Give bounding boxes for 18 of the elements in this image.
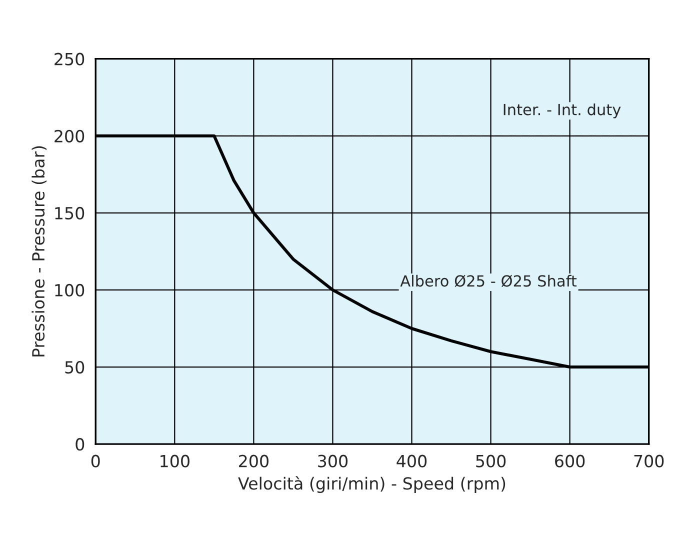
- x-tick-label: 400: [396, 454, 427, 468]
- x-tick-label: 200: [239, 454, 268, 468]
- ref-line-label: Inter. - Int. duty: [504, 103, 621, 118]
- x-tick-label: 500: [476, 454, 506, 468]
- x-axis-title: Velocità (giri/min) - Speed (rpm): [238, 476, 506, 493]
- x-tick-label: 600: [555, 454, 585, 468]
- x-tick-label: 700: [634, 454, 664, 468]
- x-tick-label: 300: [318, 454, 348, 468]
- y-tick-label: 250: [54, 52, 84, 66]
- y-tick-label: 0: [76, 438, 84, 451]
- y-tick-label: 200: [54, 130, 84, 142]
- x-tick-label: 100: [160, 454, 190, 468]
- y-tick-label: 50: [65, 360, 84, 374]
- annotation: Albero Ø25 - Ø25 Shaft: [400, 274, 577, 288]
- y-axis-title: Pressione - Pressure (bar): [32, 146, 47, 356]
- y-tick-label: 100: [55, 284, 84, 297]
- x-tick-label: 0: [91, 454, 100, 468]
- y-tick-label: 150: [55, 206, 84, 220]
